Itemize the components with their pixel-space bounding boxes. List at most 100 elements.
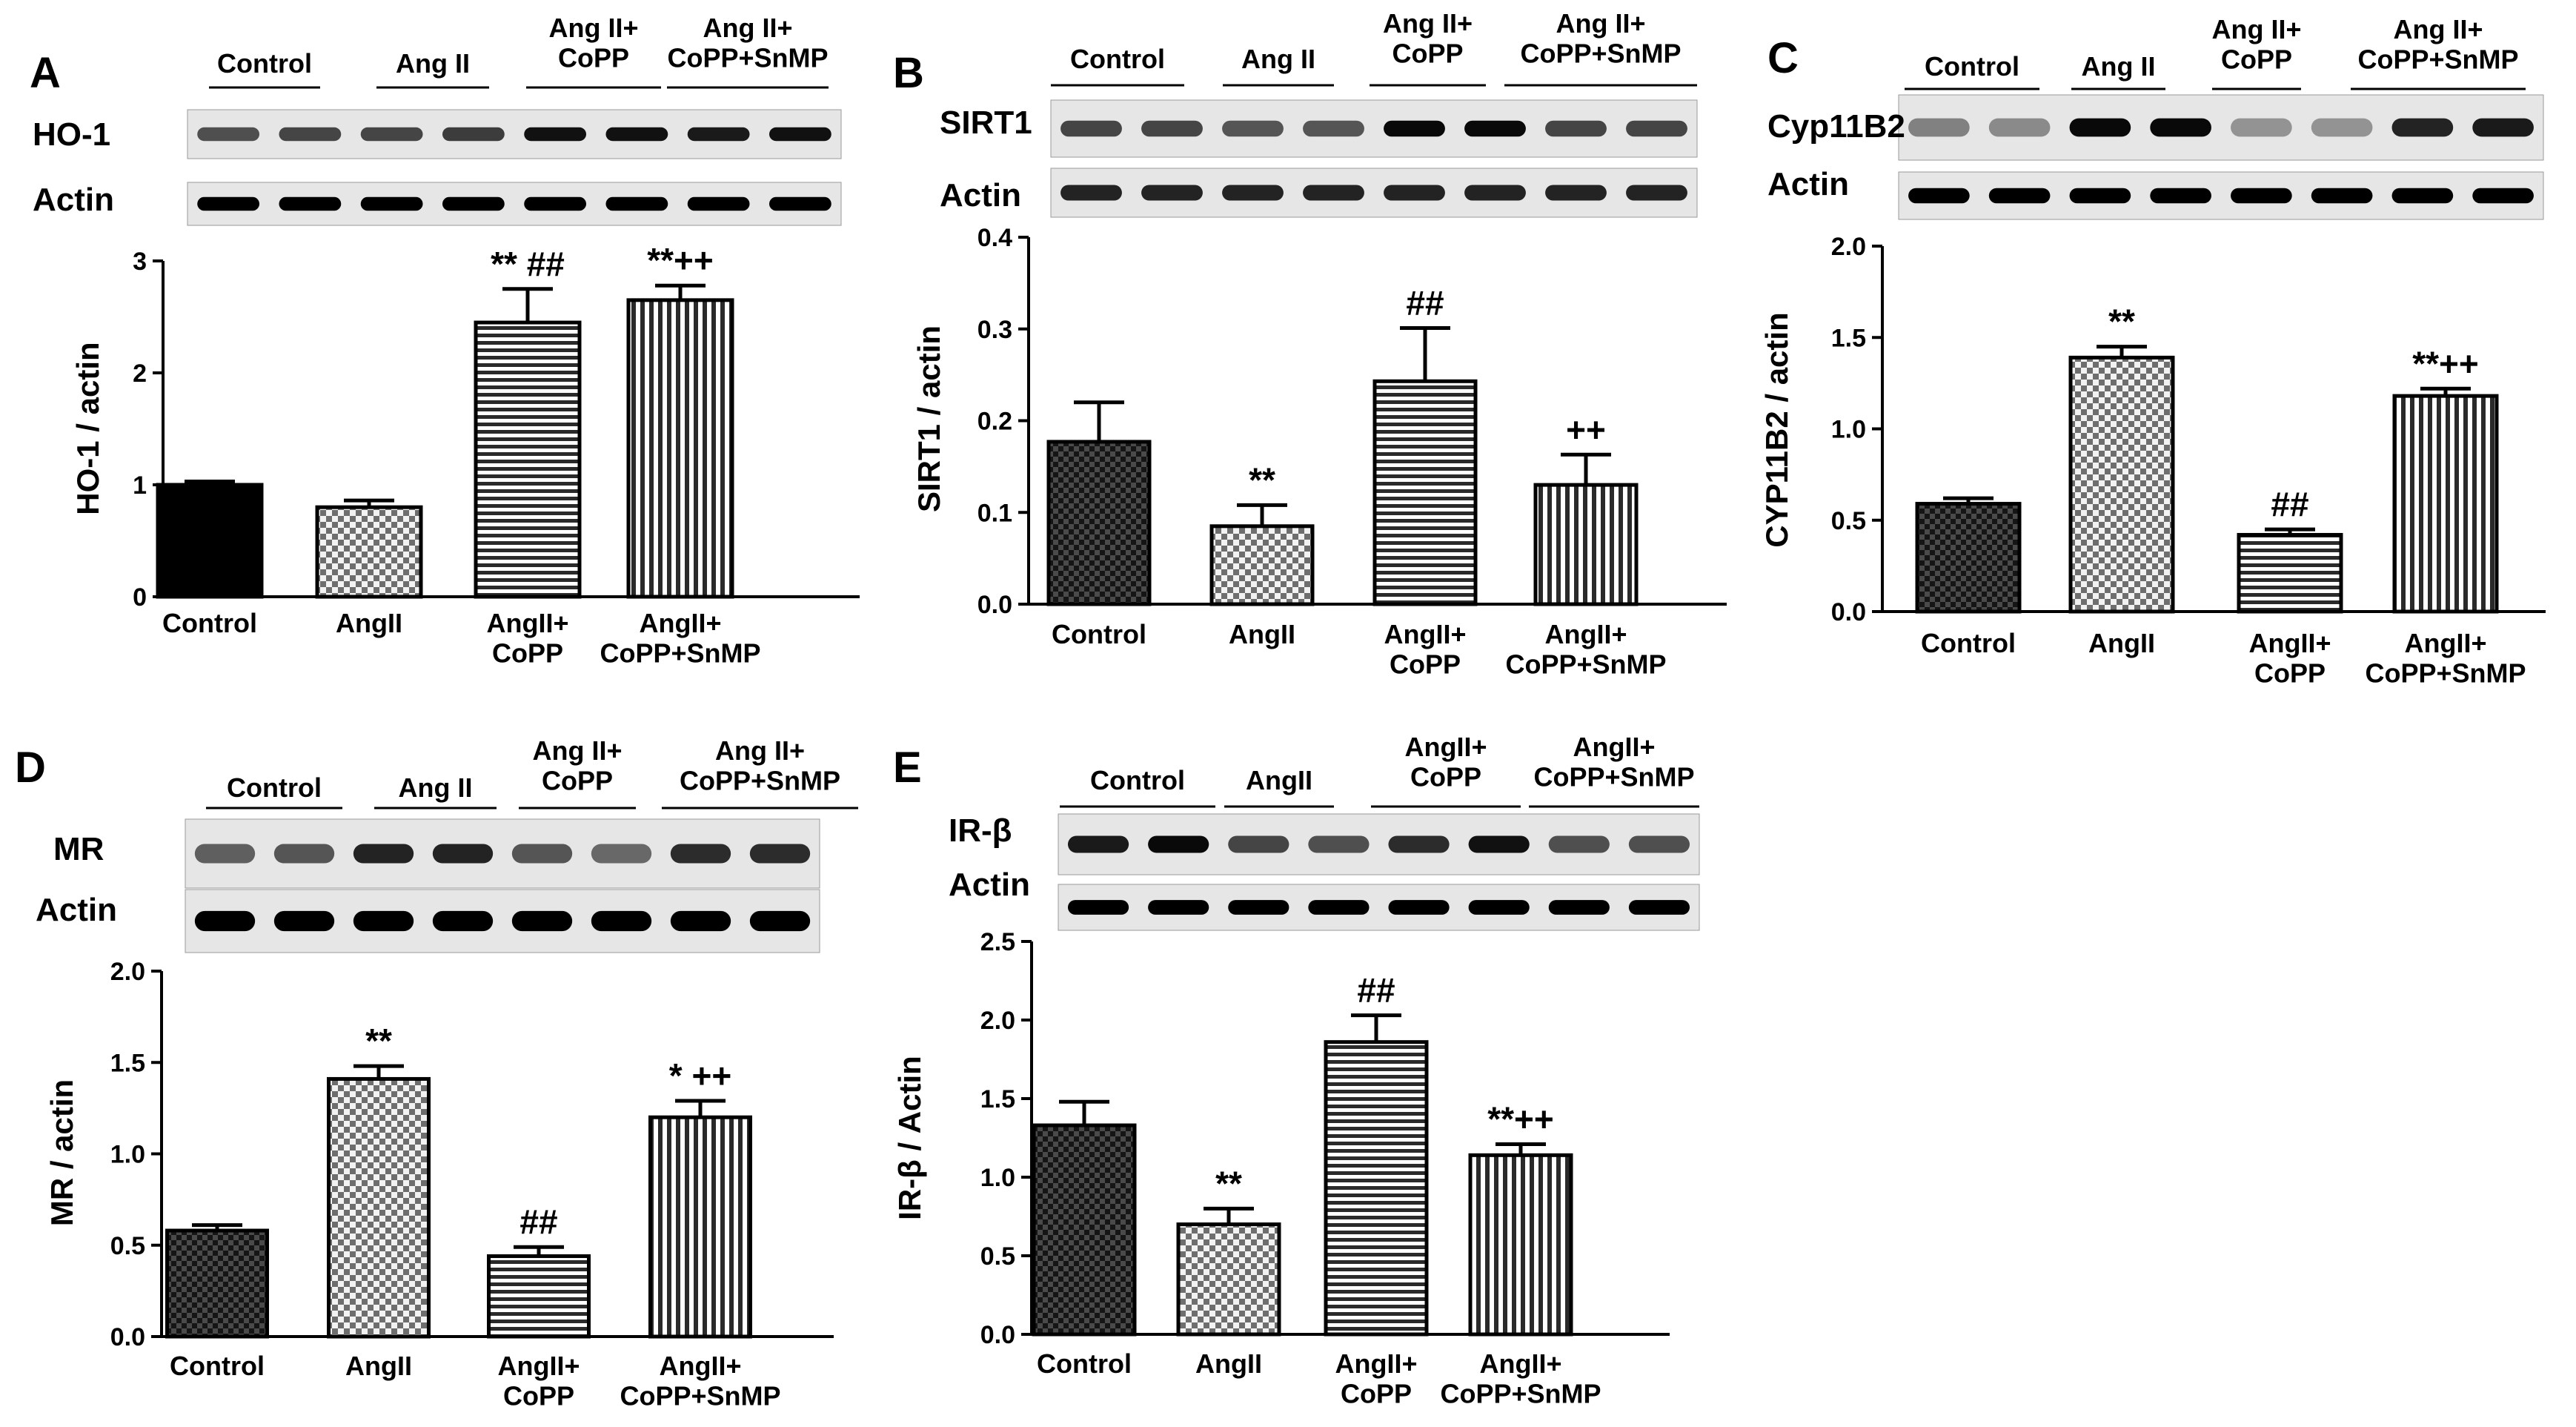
bar <box>315 505 423 599</box>
blot-band <box>2311 188 2373 204</box>
blot-band <box>2391 118 2454 137</box>
x-tick-label: AngII <box>1195 1348 1262 1379</box>
blot-band <box>1060 120 1122 137</box>
y-tick-label: 0.5 <box>980 1242 1015 1271</box>
bar <box>648 1115 752 1339</box>
blot-band <box>2311 118 2373 137</box>
bar <box>1176 1222 1281 1337</box>
significance-marker: ** <box>365 1022 392 1060</box>
blot-band <box>1148 900 1209 915</box>
blot-band <box>1222 120 1284 137</box>
blot-band <box>279 196 342 211</box>
significance-marker: **++ <box>1487 1099 1554 1138</box>
blot-band <box>1908 188 1970 204</box>
blot-band <box>2472 188 2534 204</box>
blot-band <box>605 196 668 211</box>
significance-marker: ++ <box>1566 410 1606 448</box>
blot-band <box>591 910 652 932</box>
blot-band <box>591 844 652 864</box>
x-tick-label: AngII+ CoPP+SnMP <box>620 1351 780 1411</box>
y-axis-label: CYP11B2 / actin <box>1759 312 1794 547</box>
y-tick-label: 0.5 <box>110 1232 145 1260</box>
blot-band <box>749 844 811 864</box>
blot-band <box>1548 900 1610 915</box>
bar <box>1468 1153 1573 1337</box>
significance-marker: ## <box>1406 284 1444 322</box>
y-axis-label: IR-β / Actin <box>892 1056 927 1220</box>
x-tick-label: AngII <box>336 608 402 638</box>
y-tick-label: 0.2 <box>977 408 1012 436</box>
blot-band <box>360 127 423 142</box>
blot-band <box>1545 120 1607 137</box>
blot-band <box>1308 900 1370 915</box>
y-axis-label: HO-1 / actin <box>70 342 105 514</box>
bar <box>1372 379 1478 606</box>
blot-band <box>1222 185 1284 201</box>
blot-band <box>605 127 668 142</box>
blot-band <box>769 196 831 211</box>
y-tick-label: 2.0 <box>980 1007 1015 1035</box>
blot-band <box>524 196 587 211</box>
blot-band <box>670 910 731 932</box>
blot-band <box>1626 120 1687 137</box>
blot-band <box>273 844 335 864</box>
y-tick-label: 1.5 <box>1831 324 1866 352</box>
y-tick-label: 1.0 <box>110 1141 145 1169</box>
x-tick-label: AngII+ CoPP+SnMP <box>1440 1348 1601 1408</box>
blot-row-label: HO-1 <box>33 116 110 153</box>
blot-band <box>1141 120 1203 137</box>
blot-band <box>1464 120 1526 137</box>
x-tick-label: Control <box>1052 619 1146 649</box>
x-tick-label: AngII+ CoPP+SnMP <box>600 608 760 668</box>
blot-band <box>1141 185 1203 201</box>
significance-marker: ## <box>519 1202 557 1241</box>
blot-header-label: Ang II <box>1241 44 1315 74</box>
blot-row-label: SIRT1 <box>940 105 1032 141</box>
blot-band <box>432 844 494 864</box>
blot-band <box>1228 835 1289 853</box>
y-tick-label: 1.0 <box>1831 416 1866 444</box>
blot-band <box>1303 185 1364 201</box>
blot-header-label: AngII <box>1246 765 1312 795</box>
blot-band <box>353 844 414 864</box>
blot-row-label: Actin <box>940 177 1021 213</box>
blot-row-label: Actin <box>33 182 114 218</box>
panel-e: E Control AngII AngII+ CoPP AngII+ CoPP+SnMP IR… <box>892 732 1700 1408</box>
blot-band <box>442 127 505 142</box>
blot-band <box>2231 118 2292 137</box>
blot-band <box>1628 900 1690 915</box>
blot-band <box>1626 185 1687 201</box>
y-tick-label: 2.5 <box>980 928 1015 956</box>
blot-band <box>687 196 750 211</box>
y-tick-label: 1.5 <box>110 1049 145 1077</box>
blot-header-label: Control <box>1925 51 2019 82</box>
y-tick-label: 0.1 <box>977 499 1012 527</box>
x-tick-label: AngII+ CoPP <box>486 608 568 668</box>
blot-row-label: Cyp11B2 <box>1767 108 1905 145</box>
blot-band <box>511 844 573 864</box>
blot-band <box>353 910 414 932</box>
panel-letter: A <box>30 49 61 97</box>
panel-letter: C <box>1767 34 1799 82</box>
x-tick-label: AngII+ CoPP+SnMP <box>1505 619 1666 679</box>
blot-header-label: Ang II+ CoPP+SnMP <box>1520 8 1681 68</box>
y-tick-label: 0.3 <box>977 316 1012 344</box>
blot-header-label: Control <box>1090 765 1185 795</box>
bar <box>1533 483 1639 606</box>
blot-band <box>1545 185 1607 201</box>
x-tick-label: AngII <box>345 1351 412 1381</box>
blot-band <box>2391 188 2454 204</box>
x-tick-label: Control <box>1037 1348 1132 1379</box>
blot-band <box>360 196 423 211</box>
y-tick-label: 0.0 <box>980 1321 1015 1349</box>
x-tick-label: Control <box>162 608 257 638</box>
y-tick-label: 1.5 <box>980 1085 1015 1113</box>
panel-b: B Control Ang II Ang II+ CoPP Ang II+ CoPP+SnM… <box>893 8 1727 679</box>
x-tick-label: AngII+ CoPP <box>2248 628 2331 688</box>
blot-header-label: AngII+ CoPP <box>1404 732 1487 792</box>
panel-a: A Control Ang II Ang II+ CoPP Ang II+ CoPP+SnM… <box>30 13 860 668</box>
y-tick-label: 0.4 <box>977 224 1012 252</box>
blot-header-label: Ang II+ CoPP <box>1383 8 1473 68</box>
blot-band <box>194 910 256 932</box>
